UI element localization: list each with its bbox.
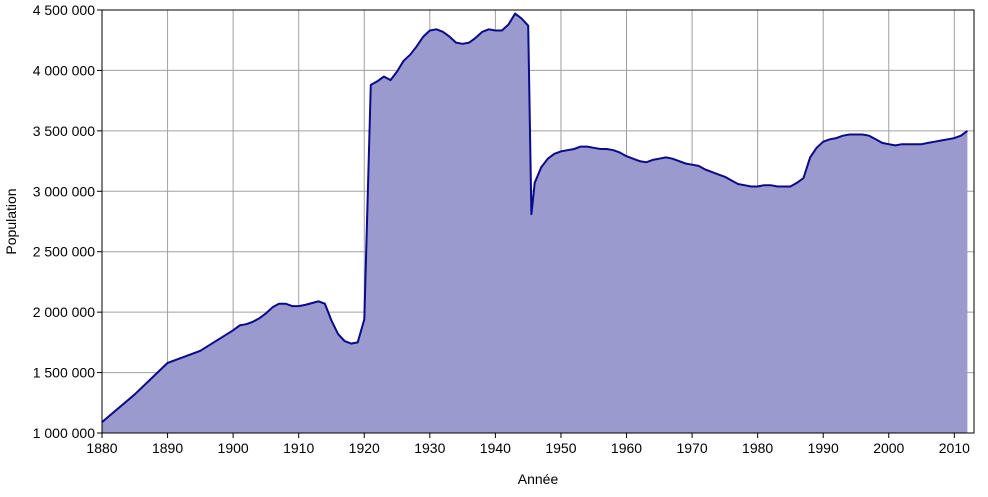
x-tick-label: 1930 <box>414 440 445 456</box>
area-fill <box>102 13 968 433</box>
y-axis-title: Population <box>3 188 19 254</box>
x-tick-label: 1920 <box>349 440 380 456</box>
x-tick-label: 1910 <box>283 440 314 456</box>
y-tick-label: 1 000 000 <box>33 425 95 441</box>
y-tick-label: 4 500 000 <box>33 2 95 18</box>
x-tick-label: 1960 <box>611 440 642 456</box>
axis-ticks: 1880 1890 1900 1910 1920 1930 1940 1950 1960 1970… <box>33 2 970 456</box>
y-tick-label: 4 000 000 <box>33 62 95 78</box>
y-tick-label: 2 000 000 <box>33 304 95 320</box>
y-tick-label: 3 500 000 <box>33 123 95 139</box>
x-axis-title: Année <box>518 471 559 487</box>
x-tick-label: 2010 <box>939 440 970 456</box>
x-tick-label: 1970 <box>676 440 707 456</box>
y-tick-label: 2 500 000 <box>33 244 95 260</box>
x-tick-label: 1990 <box>808 440 839 456</box>
x-tick-label: 1980 <box>742 440 773 456</box>
y-tick-label: 1 500 000 <box>33 365 95 381</box>
series-line <box>101 12 968 423</box>
x-tick-label: 1950 <box>545 440 576 456</box>
population-area <box>101 12 968 433</box>
x-tick-label: 2000 <box>873 440 904 456</box>
x-tick-label: 1940 <box>480 440 511 456</box>
y-tick-label: 3 000 000 <box>33 183 95 199</box>
plot-frame <box>101 9 975 434</box>
x-tick-label: 1900 <box>218 440 249 456</box>
x-tick-label: 1880 <box>86 440 117 456</box>
x-tick-label: 1890 <box>152 440 183 456</box>
